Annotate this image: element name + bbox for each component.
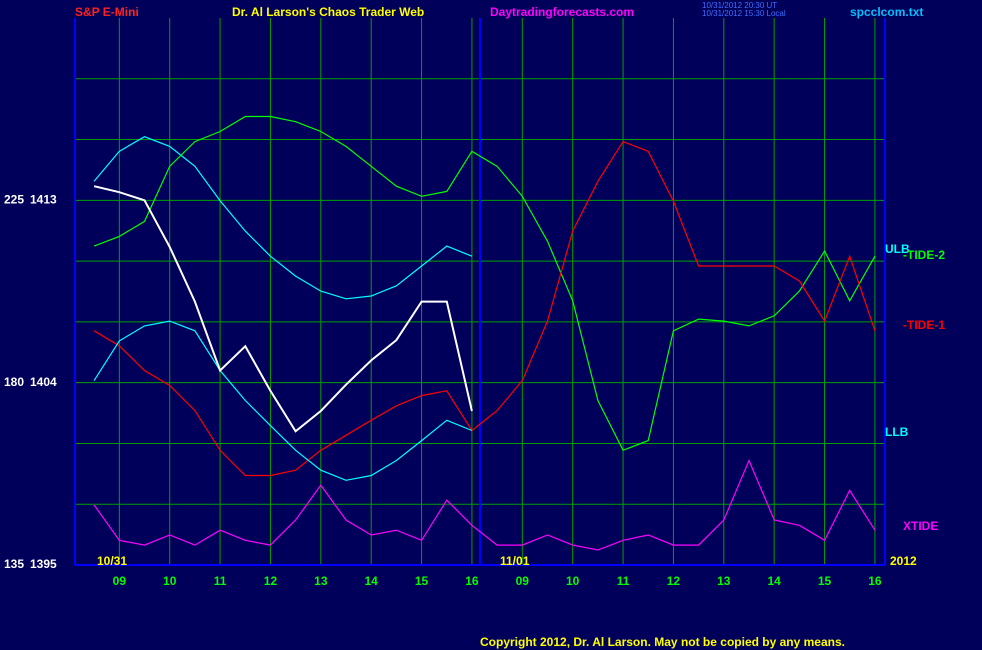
y2-tick-label: 1395	[30, 557, 57, 571]
x-tick-label: 13	[717, 574, 731, 588]
x-tick-label: 11	[214, 574, 227, 588]
grid	[75, 18, 885, 566]
series-line	[93, 115, 876, 452]
y-tick-label: 180	[4, 375, 24, 389]
x-tick-label: 16	[868, 574, 882, 588]
file: spcclcom.txt	[850, 5, 923, 19]
series-label: ULB	[885, 242, 910, 256]
x-tick-label: 10	[163, 574, 177, 588]
x-tick-label: 13	[314, 574, 328, 588]
price-line	[93, 185, 473, 433]
x-tick-label: 14	[365, 574, 379, 588]
series-line	[93, 320, 473, 481]
site: Daytradingforecasts.com	[490, 5, 634, 19]
date-label: 2012	[890, 554, 917, 568]
copyright: Copyright 2012, Dr. Al Larson. May not b…	[480, 635, 845, 649]
x-tick-label: 15	[818, 574, 832, 588]
y2-tick-label: 1413	[30, 193, 57, 207]
series-label: -TIDE-2	[903, 248, 945, 262]
time-local: 10/31/2012 15:30 Local	[702, 9, 786, 18]
date-label: 11/01	[500, 554, 530, 568]
x-tick-label: 14	[767, 574, 781, 588]
x-tick-label: 12	[264, 574, 278, 588]
series-line	[93, 136, 473, 300]
x-tick-label: 11	[617, 574, 630, 588]
x-tick-label: 12	[667, 574, 681, 588]
x-tick-label: 15	[415, 574, 429, 588]
y-tick-label: 225	[4, 193, 24, 207]
x-tick-label: 09	[516, 574, 530, 588]
x-tick-label: 10	[566, 574, 580, 588]
series-label: -TIDE-1	[903, 318, 945, 332]
y2-tick-label: 1404	[30, 375, 57, 389]
series-label: XTIDE	[903, 519, 938, 533]
title: Dr. Al Larson's Chaos Trader Web	[232, 5, 424, 19]
y-tick-label: 135	[4, 557, 24, 571]
date-label: 10/31	[97, 554, 127, 568]
x-tick-label: 09	[113, 574, 127, 588]
time-ut: 10/31/2012 20:30 UT	[702, 1, 777, 10]
series-label: LLB	[885, 425, 909, 439]
series-line	[93, 140, 876, 477]
symbol: S&P E-Mini	[75, 5, 139, 19]
plot	[93, 115, 876, 551]
x-tick-label: 16	[465, 574, 479, 588]
series-line	[93, 458, 876, 551]
